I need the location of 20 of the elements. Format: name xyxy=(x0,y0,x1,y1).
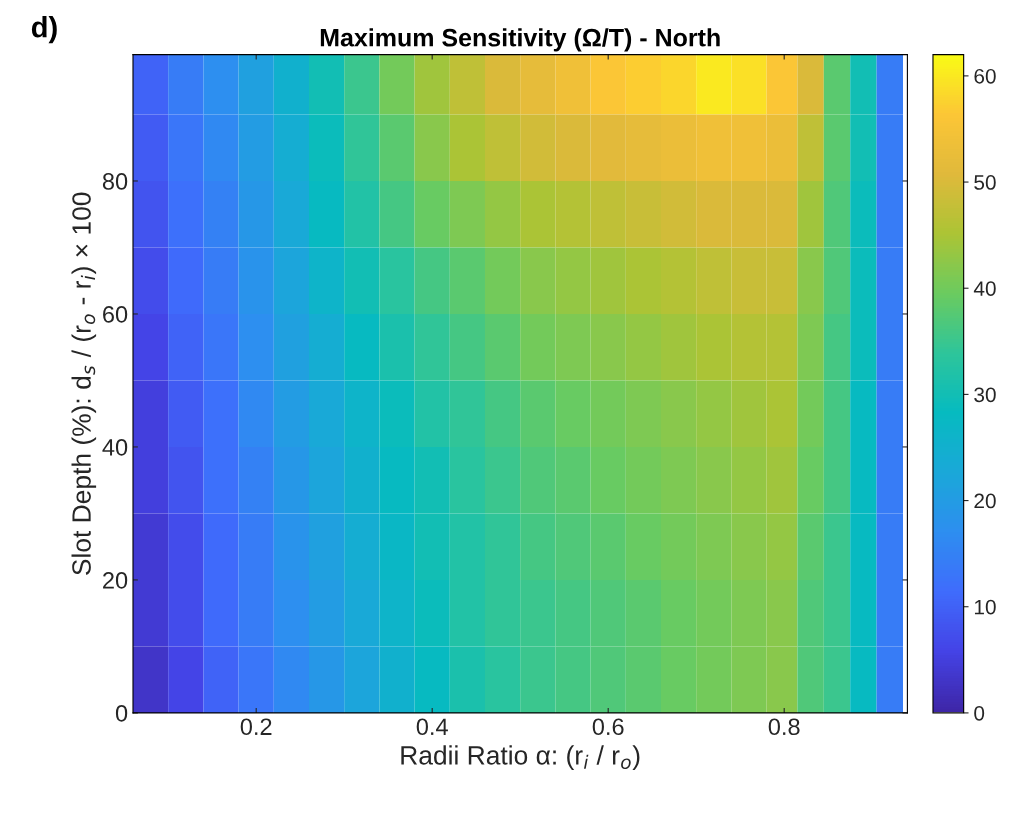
y-tick-label: 40 xyxy=(102,439,128,456)
color-bar-label: 60 xyxy=(974,68,996,84)
y-tick-label: 20 xyxy=(103,571,128,589)
x-tick-label: 0.8 xyxy=(768,718,800,736)
color-bar-label: 50 xyxy=(974,175,996,190)
color-bar-label: 20 xyxy=(974,493,996,509)
y-tick-label: 80 xyxy=(102,173,128,190)
x-axis-title: Radii Ratio α: (r$_{i}$ / r$_{o}$) xyxy=(401,745,640,770)
color-bar-label: 0 xyxy=(974,705,985,721)
color-bar-label: 40 xyxy=(973,281,996,296)
x-tick-label: 0.2 xyxy=(240,718,272,736)
color-bar-label: 10 xyxy=(974,599,996,615)
y-tick-label: 60 xyxy=(103,306,128,323)
y-tick-label: 0 xyxy=(115,704,128,722)
chart-title: Maximum Sensitivity (Ω/T) - North xyxy=(320,28,720,52)
y-axis-title: Slot Depth (%): d$_{s}$ / (r$_{o}$ - r$_{i}$) × 100 xyxy=(71,192,97,575)
x-tick-label: 0.6 xyxy=(592,718,624,736)
color-bar-label: 30 xyxy=(974,387,996,403)
x-tick-label: 0.4 xyxy=(416,718,448,736)
text: d) xyxy=(31,16,57,44)
